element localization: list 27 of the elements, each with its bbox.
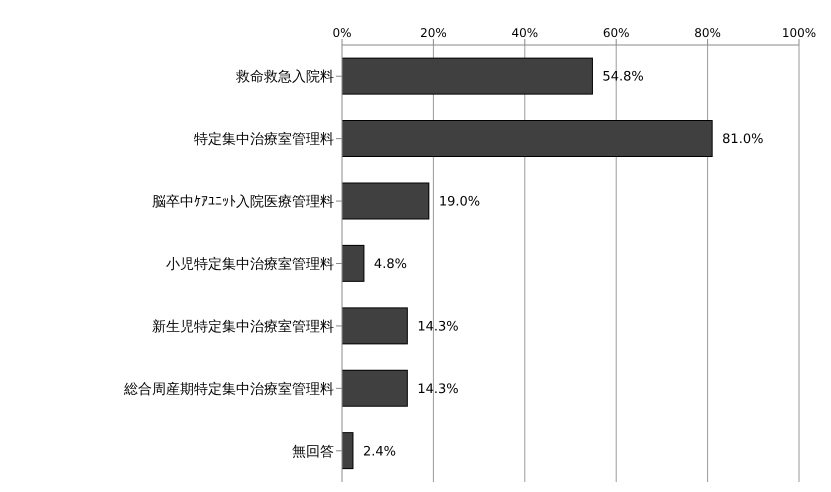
x-tick-label: 100% <box>782 26 816 40</box>
bar <box>342 370 408 407</box>
y-tick-label: 無回答 <box>292 444 334 460</box>
y-tick-label: 総合周産期特定集中治療室管理料 <box>123 381 334 398</box>
data-label: 54.8% <box>602 70 644 85</box>
y-tick-label: 脳卒中ｹｱﾕﾆｯﾄ入院医療管理料 <box>152 194 334 210</box>
x-tick-label: 0% <box>332 26 352 40</box>
y-tick-label: 小児特定集中治療室管理料 <box>166 256 334 272</box>
bar <box>342 432 354 470</box>
x-tick-label: 20% <box>420 26 447 40</box>
x-tick-label: 60% <box>602 26 630 40</box>
bar <box>342 244 364 282</box>
y-tick-label: 救命救急入院料 <box>235 69 334 86</box>
x-tick-label: 40% <box>511 26 538 40</box>
bar <box>342 182 430 220</box>
x-tick-label: 80% <box>694 26 721 40</box>
data-label: 2.4% <box>362 444 396 460</box>
data-label: 19.0% <box>438 194 480 210</box>
data-label: 14.3% <box>417 382 459 397</box>
data-label: 14.3% <box>417 319 459 334</box>
bar <box>342 120 713 158</box>
y-tick-label: 特定集中治療室管理料 <box>194 132 334 148</box>
bar <box>342 307 408 344</box>
bar <box>342 58 593 95</box>
y-tick-label: 新生児特定集中治療室管理料 <box>152 318 334 335</box>
data-label: 81.0% <box>722 132 764 148</box>
data-label: 4.8% <box>374 257 407 272</box>
